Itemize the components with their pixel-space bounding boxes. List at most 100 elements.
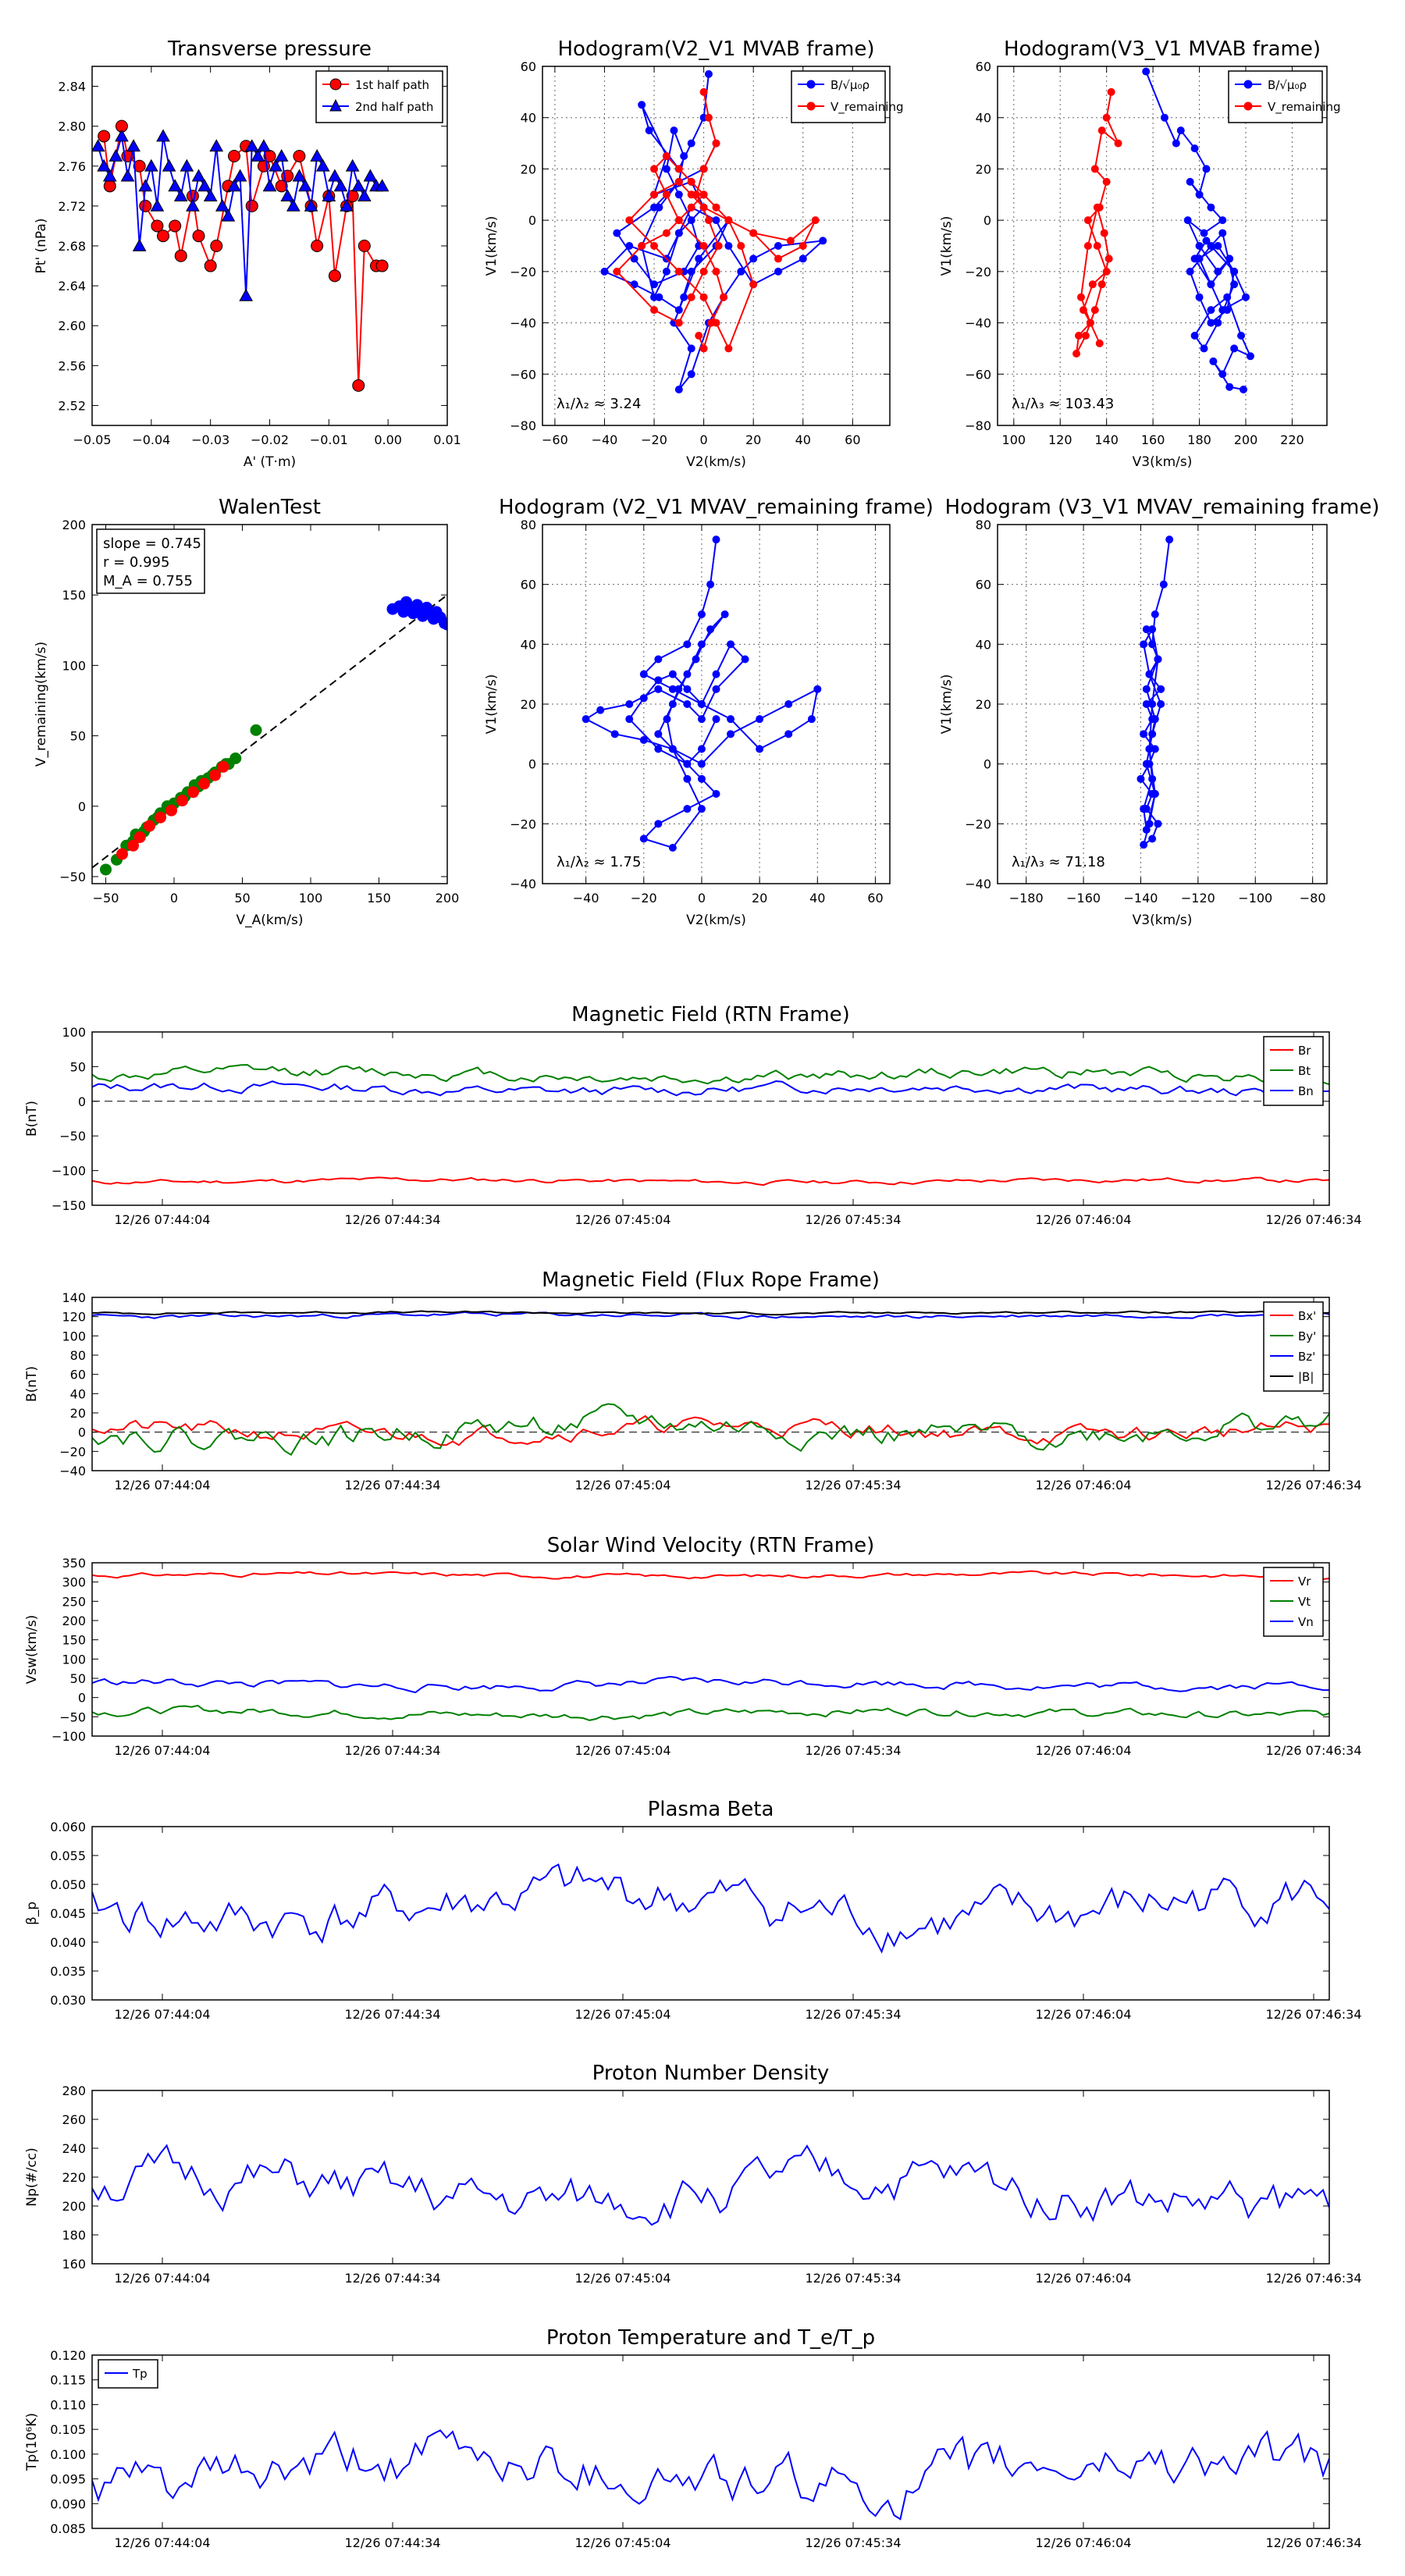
plot-frame — [91, 2354, 1330, 2529]
x-tick-label: 0.00 — [374, 432, 402, 447]
x-tick-label: −140 — [1124, 891, 1158, 906]
data-point — [233, 169, 247, 182]
data-point — [144, 158, 158, 172]
data-point — [683, 805, 692, 813]
y-tick-label: 20 — [976, 162, 991, 176]
data-point — [298, 179, 312, 192]
chart-np: 160 180 200 220 240 260 280 12/26 07:44:04 12/26… — [24, 2062, 1362, 2286]
data-point — [630, 254, 638, 263]
x-tick-label: 12/26 07:45:04 — [574, 2271, 670, 2286]
x-tick-label: 0 — [170, 891, 178, 906]
y-tick-label: 20 — [521, 162, 536, 176]
y-tick-label: 250 — [62, 1594, 86, 1609]
data-point — [1148, 640, 1157, 649]
data-point — [1230, 344, 1239, 353]
data-point — [674, 685, 683, 693]
x-tick-label: 12/26 07:45:04 — [574, 1478, 670, 1493]
data-point — [600, 267, 609, 276]
data-layer — [92, 2429, 1329, 2521]
plot-frame — [91, 2090, 1330, 2265]
data-point — [1100, 229, 1108, 237]
data-point — [1186, 177, 1194, 186]
data-point — [1081, 332, 1090, 340]
y-tick-label: 0.045 — [50, 1906, 86, 1921]
data-point — [683, 760, 692, 768]
data-point — [150, 198, 165, 212]
data-point — [1102, 113, 1111, 122]
x-tick-label: 12/26 07:44:04 — [114, 1478, 210, 1493]
y-tick-label: 0 — [78, 1691, 86, 1706]
legend-label: Bn — [1298, 1084, 1314, 1098]
data-point — [1207, 318, 1215, 327]
data-point — [662, 229, 670, 237]
data-point — [102, 169, 117, 182]
y-tick-label: 0.090 — [50, 2496, 86, 2511]
x-tick-label: 12/26 07:44:34 — [344, 1212, 440, 1227]
data-point — [1114, 139, 1122, 148]
chart-vsw: −100 −50 0 50 100 150 200 250 300 350 12/26 07:44:… — [24, 1534, 1362, 1758]
data-point — [774, 267, 782, 276]
data-point — [1200, 344, 1208, 353]
chart-beta: 0.030 0.035 0.040 0.045 0.050 0.055 0.060 12/26… — [24, 1798, 1362, 2022]
data-point — [650, 280, 659, 289]
data-point — [1223, 293, 1232, 301]
data-point — [174, 249, 187, 262]
data-point — [310, 148, 325, 162]
data-point — [1097, 280, 1106, 289]
legend-label: B/√μ₀ρ — [1268, 78, 1307, 92]
y-tick-label: −100 — [52, 1164, 86, 1179]
y-axis-label: β_p — [24, 1902, 40, 1925]
y-tick-label: 0.100 — [50, 2447, 86, 2462]
data-point — [1200, 229, 1208, 237]
data-point — [357, 189, 372, 202]
series-line-Br — [92, 1176, 1329, 1187]
x-tick-label: 12/26 07:44:04 — [114, 2271, 210, 2286]
data-point — [654, 730, 663, 738]
y-tick-label: 0 — [78, 1094, 86, 1109]
data-point — [203, 189, 218, 202]
data-point — [712, 685, 720, 693]
y-tick-label: 0.055 — [50, 1848, 86, 1863]
series-line-Bt — [92, 1064, 1329, 1086]
data-point — [1145, 745, 1154, 753]
data-point — [1083, 242, 1092, 250]
data-point — [1214, 242, 1222, 250]
stats-line: slope = 0.745 — [103, 535, 201, 552]
x-tick-label: 180 — [1187, 432, 1211, 447]
data-point — [221, 208, 236, 222]
data-point — [1218, 229, 1227, 237]
x-tick-label: 200 — [1234, 432, 1258, 447]
data-point — [712, 670, 720, 678]
y-tick-label: 40 — [521, 637, 536, 652]
y-tick-label: 0.035 — [50, 1964, 86, 1979]
data-point — [749, 254, 758, 263]
x-tick-label: −0.02 — [251, 432, 289, 447]
data-point — [687, 344, 695, 353]
data-point — [1140, 841, 1148, 849]
lambda-ratio-annotation: λ₁/λ₃ ≈ 103.43 — [1012, 396, 1114, 412]
x-tick-label: −0.04 — [132, 432, 170, 447]
data-point — [1093, 242, 1101, 250]
data-point — [645, 126, 653, 135]
data-point — [1148, 625, 1157, 634]
chart-title: Proton Number Density — [592, 2062, 830, 2085]
data-point — [116, 848, 128, 860]
data-point — [727, 640, 735, 649]
legend-label: Tp — [132, 2367, 148, 2381]
y-tick-label: −100 — [52, 1729, 86, 1744]
data-point — [749, 229, 758, 237]
y-tick-label: 2.52 — [58, 398, 86, 413]
data-layer — [1136, 535, 1174, 849]
data-point — [245, 199, 258, 212]
data-point — [699, 190, 708, 199]
y-tick-label: 0.040 — [50, 1935, 86, 1950]
y-tick-label: 300 — [62, 1575, 86, 1590]
data-point — [165, 804, 177, 817]
y-tick-label: 0.115 — [50, 2373, 86, 2388]
y-tick-label: −20 — [510, 265, 536, 279]
data-point — [1207, 203, 1215, 212]
legend-label: Br — [1298, 1044, 1311, 1058]
data-point — [756, 745, 764, 753]
